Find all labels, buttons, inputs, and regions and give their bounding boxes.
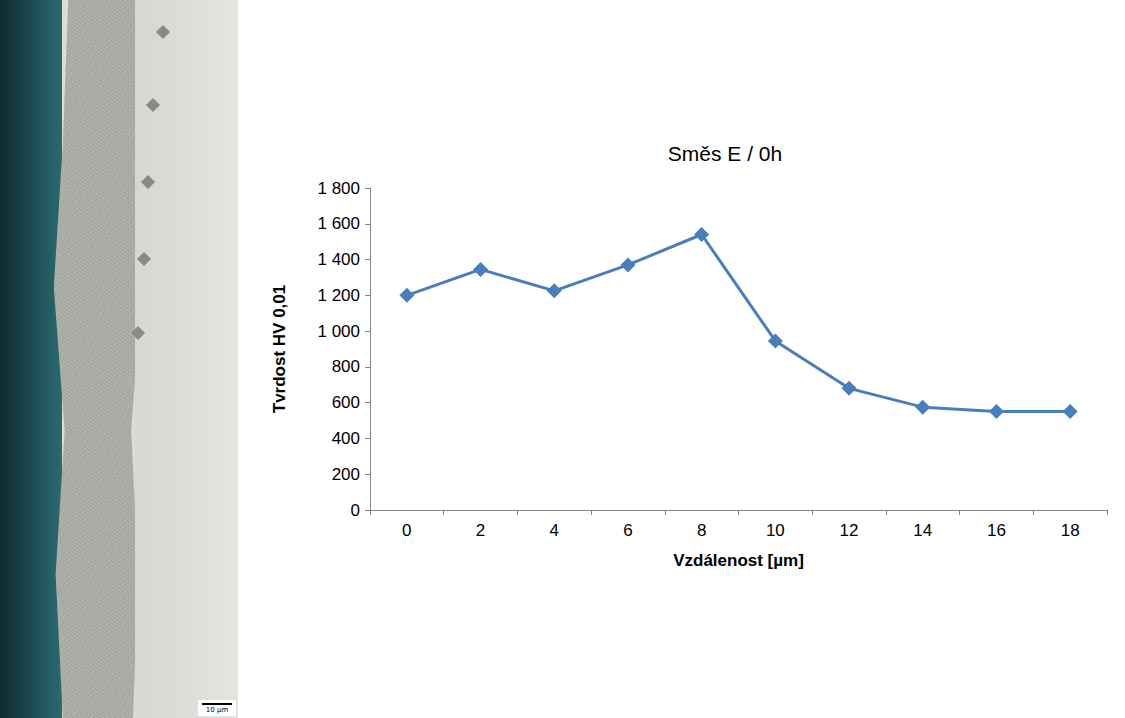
- svg-text:0: 0: [402, 521, 411, 540]
- svg-text:1 400: 1 400: [317, 250, 360, 269]
- svg-text:200: 200: [332, 465, 360, 484]
- svg-text:1 200: 1 200: [317, 286, 360, 305]
- svg-text:10: 10: [766, 521, 785, 540]
- svg-text:1 600: 1 600: [317, 214, 360, 233]
- svg-text:Směs E / 0h: Směs E / 0h: [668, 142, 782, 165]
- svg-text:8: 8: [697, 521, 706, 540]
- svg-text:4: 4: [550, 521, 559, 540]
- svg-text:1 000: 1 000: [317, 322, 360, 341]
- svg-text:400: 400: [332, 429, 360, 448]
- svg-text:Vzdálenost [µm]: Vzdálenost [µm]: [673, 551, 804, 570]
- svg-text:16: 16: [987, 521, 1006, 540]
- svg-text:1 800: 1 800: [317, 179, 360, 198]
- svg-text:18: 18: [1061, 521, 1080, 540]
- html-text:10 µm: 10 µm: [205, 706, 229, 714]
- svg-text:6: 6: [623, 521, 632, 540]
- svg-text:0: 0: [351, 501, 360, 520]
- svg-text:600: 600: [332, 393, 360, 412]
- svg-text:14: 14: [913, 521, 932, 540]
- svg-text:2: 2: [476, 521, 485, 540]
- svg-text:800: 800: [332, 357, 360, 376]
- svg-text:Tvrdost HV 0,01: Tvrdost HV 0,01: [270, 285, 289, 414]
- svg-text:12: 12: [840, 521, 859, 540]
